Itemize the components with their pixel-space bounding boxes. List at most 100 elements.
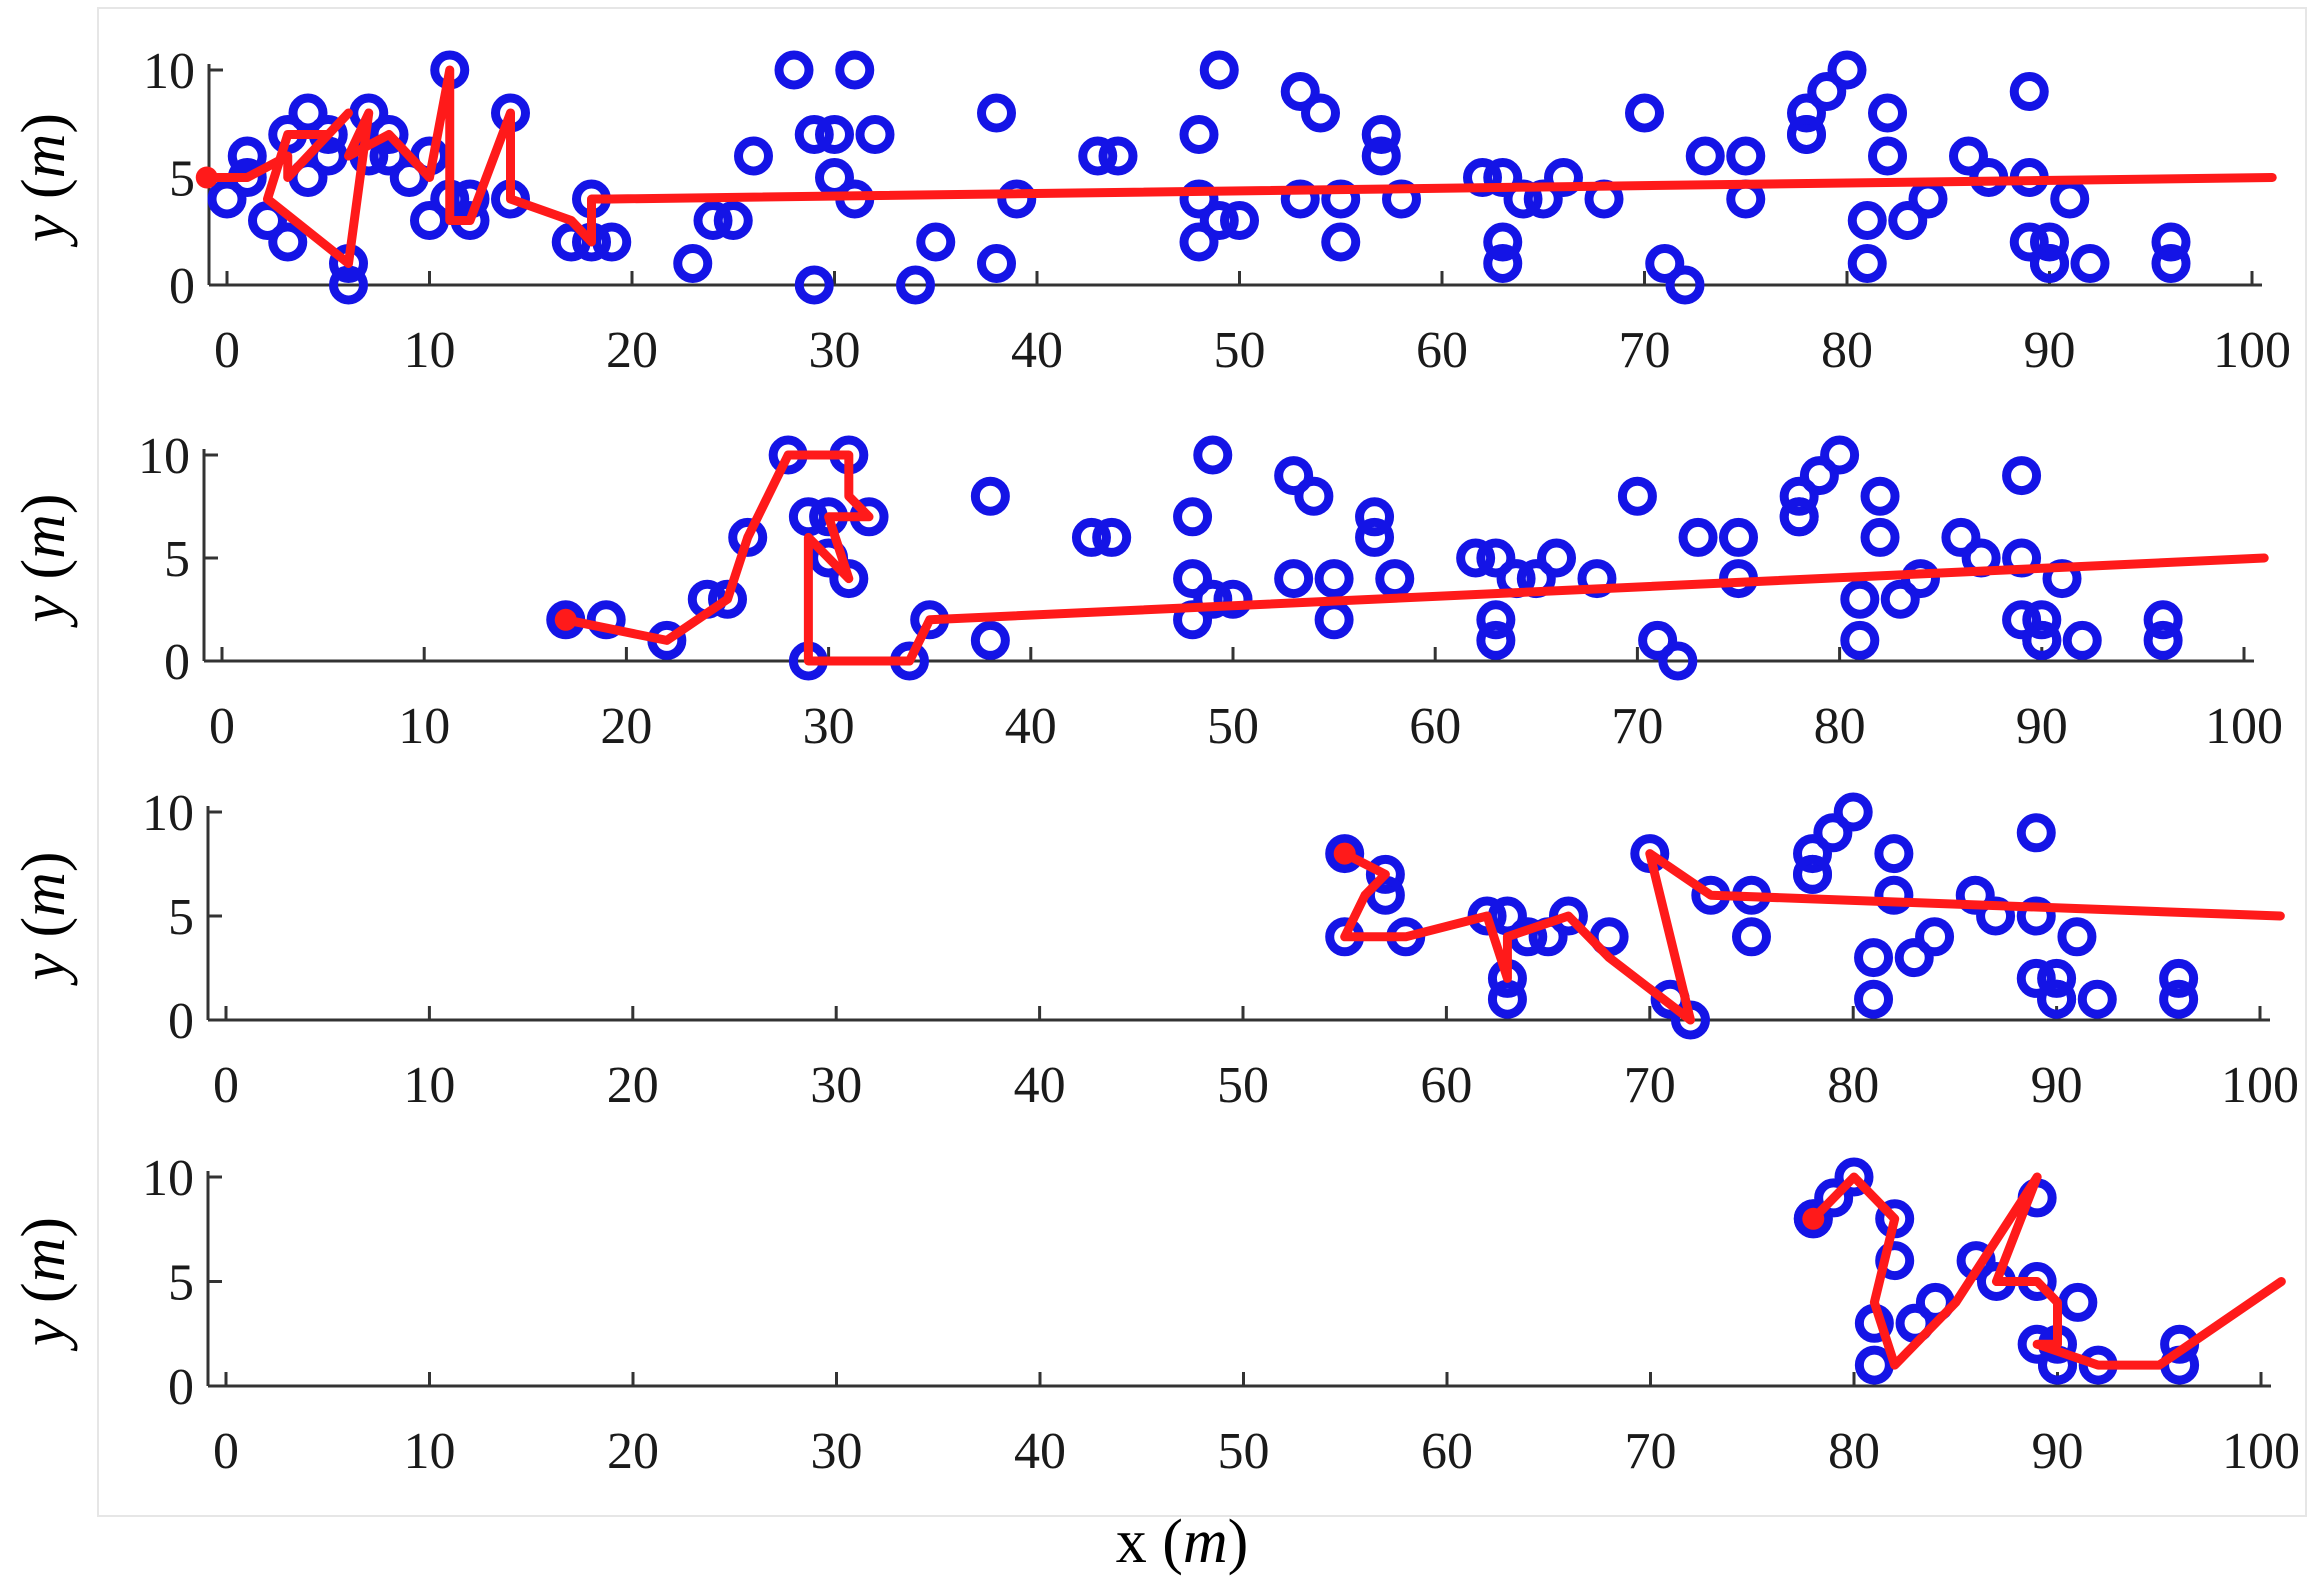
target-marker xyxy=(1325,834,1365,874)
target-marker xyxy=(1915,917,1955,957)
target-marker xyxy=(1476,600,1516,640)
x-tick-label: 60 xyxy=(1420,1057,1472,1114)
target-marker xyxy=(1092,517,1132,557)
y-axis-label-unit: m xyxy=(10,1238,78,1283)
target-marker xyxy=(815,115,854,154)
x-tick-label: 20 xyxy=(607,1057,659,1114)
x-tick-label: 0 xyxy=(214,322,240,379)
x-tick-label: 80 xyxy=(1827,1057,1879,1114)
y-axis-label-unit: m xyxy=(10,134,78,179)
x-tick-label: 60 xyxy=(1409,698,1461,755)
target-marker xyxy=(2030,244,2069,283)
target-marker xyxy=(896,265,935,305)
target-marker xyxy=(2058,1282,2098,1322)
target-marker xyxy=(1173,497,1213,537)
x-tick-label: 90 xyxy=(2032,1423,2084,1480)
target-marker xyxy=(728,517,768,557)
target-marker xyxy=(1854,979,1894,1019)
y-tick-label: 10 xyxy=(142,1150,194,1207)
target-marker xyxy=(1577,559,1617,599)
target-marker xyxy=(1874,834,1914,874)
y-axis-label-open: ( xyxy=(10,1282,78,1318)
target-marker xyxy=(1487,979,1527,1019)
x-tick-label: 40 xyxy=(1014,1057,1066,1114)
target-marker xyxy=(1321,179,1361,219)
target-marker xyxy=(1833,792,1873,832)
x-tick-label: 50 xyxy=(1207,698,1259,755)
target-marker xyxy=(1955,875,1995,915)
x-tick-label: 100 xyxy=(2213,322,2291,379)
target-marker xyxy=(1874,875,1914,915)
x-tick-label: 0 xyxy=(213,1423,239,1480)
target-marker xyxy=(1098,136,1138,176)
target-marker xyxy=(1949,136,1988,176)
target-marker xyxy=(1814,1178,1854,1218)
x-tick-label: 40 xyxy=(1011,322,1063,379)
y-axis-label-unit: m xyxy=(10,514,78,559)
target-marker xyxy=(1548,896,1588,936)
target-marker xyxy=(1807,72,1847,111)
target-marker xyxy=(1483,222,1523,262)
target-marker xyxy=(794,265,834,305)
target-marker xyxy=(2037,979,2077,1019)
target-marker xyxy=(1888,201,1928,240)
x-tick-label: 100 xyxy=(2205,698,2283,755)
x-tick-label: 10 xyxy=(403,1057,455,1114)
target-marker xyxy=(268,222,308,262)
target-marker xyxy=(1665,265,1705,305)
target-marker xyxy=(1793,834,1833,874)
x-tick-label: 70 xyxy=(1624,1057,1676,1114)
target-marker xyxy=(1294,476,1334,516)
x-tick-label: 10 xyxy=(398,698,450,755)
target-marker xyxy=(1382,179,1421,219)
target-marker xyxy=(1078,136,1118,176)
plot-frame xyxy=(97,7,2307,1517)
x-tick-label: 70 xyxy=(1625,1423,1677,1480)
trajectory-line xyxy=(1808,1172,2286,1370)
trajectory-start-marker xyxy=(195,166,218,189)
target-marker xyxy=(2062,620,2102,660)
y-axis-label: y (m) xyxy=(10,493,78,628)
target-marker xyxy=(1860,517,1900,557)
target-marker xyxy=(1544,158,1583,197)
y-axis-label: y (m) xyxy=(10,1217,78,1352)
target-marker xyxy=(1179,179,1219,219)
target-marker xyxy=(1847,201,1887,240)
target-marker xyxy=(1732,917,1771,957)
target-marker xyxy=(2016,958,2056,998)
y-axis-label-var: y xyxy=(10,1318,78,1352)
y-axis-label-close: ) xyxy=(10,493,78,514)
target-marker xyxy=(1355,497,1395,537)
x-axis-label-unit: m xyxy=(1183,1508,1228,1576)
target-marker xyxy=(1854,1345,1894,1385)
y-tick-label: 10 xyxy=(138,428,190,485)
target-marker xyxy=(1793,854,1833,894)
target-marker xyxy=(1868,93,1907,133)
y-tick-label: 0 xyxy=(164,634,190,691)
x-tick-label: 30 xyxy=(803,698,855,755)
x-tick-label: 10 xyxy=(404,1423,456,1480)
target-marker xyxy=(1779,476,1819,516)
x-tick-label: 40 xyxy=(1005,698,1057,755)
x-tick-label: 40 xyxy=(1014,1423,1066,1480)
target-marker xyxy=(1908,179,1948,219)
target-marker xyxy=(673,244,713,283)
target-marker xyxy=(248,201,287,240)
target-marker xyxy=(1678,517,1718,557)
x-tick-label: 80 xyxy=(1821,322,1873,379)
target-marker xyxy=(1941,517,1981,557)
target-marker xyxy=(1787,93,1826,133)
target-marker xyxy=(1375,559,1415,599)
x-tick-label: 0 xyxy=(213,1057,239,1114)
target-marker xyxy=(1875,1241,1915,1281)
target-marker xyxy=(592,222,632,262)
target-marker xyxy=(1685,136,1725,176)
target-marker xyxy=(1487,896,1527,936)
target-marker xyxy=(1355,517,1395,557)
target-marker xyxy=(1173,559,1213,599)
y-tick-label: 10 xyxy=(142,785,194,842)
target-marker xyxy=(1537,538,1577,578)
target-marker xyxy=(1793,1199,1833,1239)
target-marker xyxy=(970,476,1010,516)
